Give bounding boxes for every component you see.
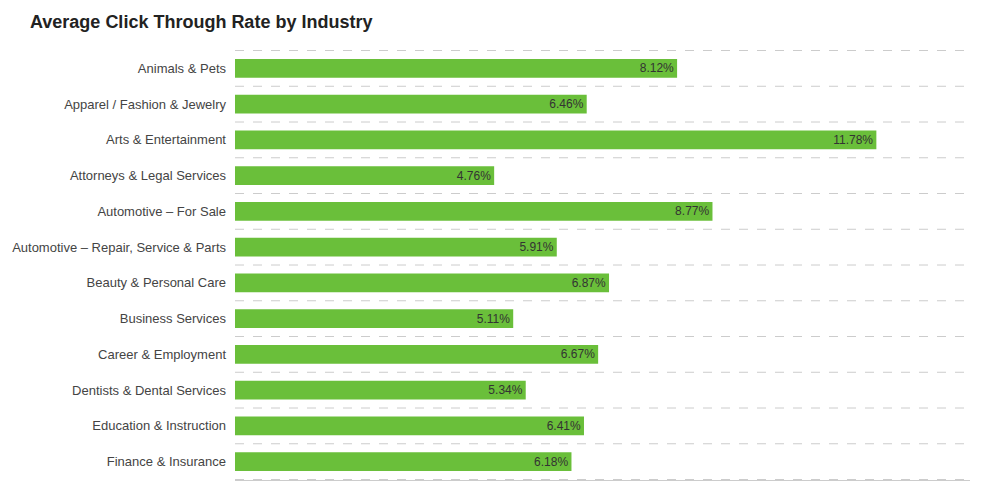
- svg-text:Attorneys & Legal Services: Attorneys & Legal Services: [70, 168, 227, 183]
- svg-text:Animals & Pets: Animals & Pets: [138, 61, 227, 76]
- svg-text:8.12%: 8.12%: [640, 61, 674, 75]
- svg-text:5.11%: 5.11%: [477, 312, 510, 326]
- svg-text:Apparel / Fashion & Jewelry: Apparel / Fashion & Jewelry: [64, 97, 226, 112]
- svg-text:Automotive – For Sale: Automotive – For Sale: [97, 204, 226, 219]
- svg-text:6.46%: 6.46%: [549, 97, 583, 111]
- svg-text:Education & Instruction: Education & Instruction: [92, 418, 226, 433]
- svg-text:Beauty & Personal Care: Beauty & Personal Care: [87, 275, 226, 290]
- svg-text:Dentists & Dental Services: Dentists & Dental Services: [72, 383, 226, 398]
- svg-text:11.78%: 11.78%: [833, 133, 873, 147]
- svg-text:Arts & Entertainment: Arts & Entertainment: [106, 132, 226, 147]
- svg-text:Business Services: Business Services: [120, 311, 227, 326]
- svg-text:6.41%: 6.41%: [547, 419, 581, 433]
- svg-text:Automotive – Repair, Service &: Automotive – Repair, Service & Parts: [12, 240, 226, 255]
- svg-text:6.18%: 6.18%: [534, 455, 568, 469]
- svg-text:Average Click Through Rate by: Average Click Through Rate by Industry: [30, 12, 372, 32]
- svg-text:Career & Employment: Career & Employment: [98, 347, 226, 362]
- svg-text:8.77%: 8.77%: [675, 204, 709, 218]
- svg-text:5.34%: 5.34%: [488, 383, 522, 397]
- svg-text:5.91%: 5.91%: [519, 240, 553, 254]
- svg-text:6.87%: 6.87%: [572, 276, 606, 290]
- svg-text:6.67%: 6.67%: [561, 347, 595, 361]
- svg-text:Finance & Insurance: Finance & Insurance: [107, 454, 226, 469]
- svg-text:4.76%: 4.76%: [457, 169, 491, 183]
